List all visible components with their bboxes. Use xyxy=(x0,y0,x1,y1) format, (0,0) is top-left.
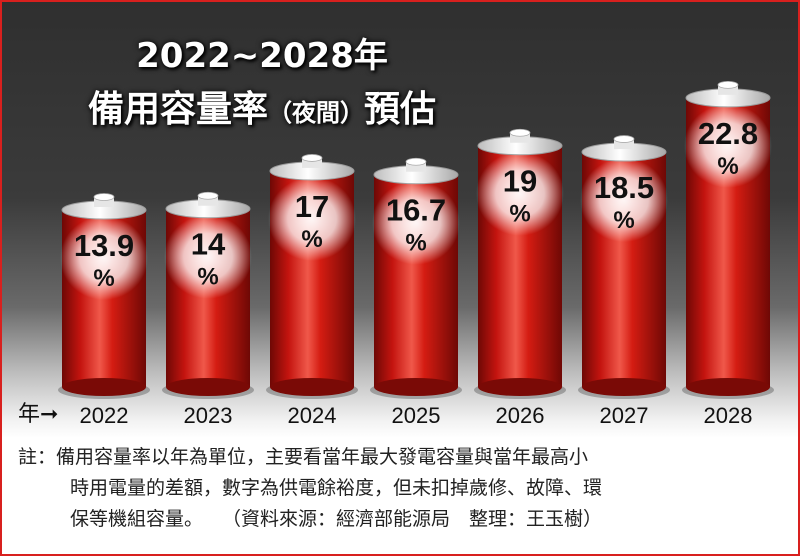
battery-terminal xyxy=(614,139,634,150)
title-tail: 預估 xyxy=(364,89,437,130)
battery-bar-2022: 13.9% 2022 xyxy=(58,193,150,428)
x-tick-label: 2022 xyxy=(80,403,129,428)
battery-terminal-top xyxy=(717,80,739,89)
battery-bar-2028: 22.8% 2028 xyxy=(682,80,774,428)
x-tick-label: 2026 xyxy=(496,403,545,428)
bar-value-label: 16.7 xyxy=(386,193,446,228)
battery-terminal-top xyxy=(197,191,219,200)
bar-unit-label: % xyxy=(405,230,426,257)
label-glow xyxy=(164,214,252,299)
bar-base xyxy=(166,378,250,396)
footnote-line-3: 保等機組容量。 （資料來源：經濟部能源局 整理：王玉樹） xyxy=(70,508,603,530)
label-glow xyxy=(580,158,668,243)
battery-terminal-top xyxy=(613,135,635,143)
battery-terminal xyxy=(510,132,530,143)
label-glow xyxy=(684,103,772,188)
battery-terminal xyxy=(198,195,218,206)
battery-terminal xyxy=(406,161,426,172)
battery-terminal-top xyxy=(405,157,427,166)
x-tick-label: 2025 xyxy=(392,403,441,428)
x-tick-label: 2024 xyxy=(288,403,337,428)
battery-terminal xyxy=(302,157,322,168)
bar-value-label: 19 xyxy=(503,164,537,199)
bar-unit-label: % xyxy=(509,201,530,228)
bar-unit-label: % xyxy=(197,264,218,291)
battery-bar-2027: 18.5% 2027 xyxy=(578,135,670,428)
title-parenthetical: （夜間） xyxy=(268,99,364,127)
label-glow xyxy=(476,151,564,236)
battery-terminal-top xyxy=(509,128,531,137)
bar-unit-label: % xyxy=(717,153,738,180)
bar-unit-label: % xyxy=(301,226,322,253)
bar-value-label: 14 xyxy=(191,227,226,262)
label-glow xyxy=(268,176,356,261)
x-axis-prefix: 年➞ xyxy=(18,402,59,427)
battery-bar-2023: 14% 2023 xyxy=(162,191,254,428)
footnote: 註：備用容量率以年為單位，主要看當年最大發電容量與當年最高小 時用電量的差額，數… xyxy=(18,442,788,535)
bar-value-label: 18.5 xyxy=(594,170,654,205)
bar-base xyxy=(270,378,354,396)
bar-unit-label: % xyxy=(613,207,634,234)
battery-terminal xyxy=(94,197,114,207)
bar-base xyxy=(686,378,770,396)
chart-title-line-1: 2022~2028年 xyxy=(136,36,388,76)
battery-terminal xyxy=(718,84,738,95)
battery-bar-chart: 13.9%202214%202317%202416.7%202519%20261… xyxy=(58,80,774,428)
battery-bar-2024: 17% 2024 xyxy=(266,154,358,428)
x-tick-label: 2028 xyxy=(704,403,753,428)
label-glow xyxy=(60,216,148,300)
x-tick-label: 2023 xyxy=(184,403,233,428)
battery-terminal-top xyxy=(93,193,115,201)
title-main: 備用容量率 xyxy=(87,89,268,130)
battery-terminal-top xyxy=(301,154,323,162)
bar-base xyxy=(582,378,666,396)
bar-unit-label: % xyxy=(93,265,114,292)
bar-base xyxy=(374,378,458,396)
bar-base xyxy=(478,378,562,396)
bar-value-label: 17 xyxy=(295,189,329,224)
label-glow xyxy=(372,180,460,265)
bar-value-label: 22.8 xyxy=(698,116,758,151)
battery-bar-2026: 19% 2026 xyxy=(474,128,566,428)
bar-value-label: 13.9 xyxy=(74,228,134,263)
footnote-line-2: 時用電量的差額，數字為供電餘裕度，但未扣掉歲修、故障、環 xyxy=(70,477,603,499)
x-tick-label: 2027 xyxy=(600,403,649,428)
footnote-line-1: 註：備用容量率以年為單位，主要看當年最大發電容量與當年最高小 xyxy=(18,446,589,468)
battery-bar-2025: 16.7% 2025 xyxy=(370,157,462,428)
chart-title-line-2: 備用容量率（夜間）預估 xyxy=(42,80,482,132)
bar-base xyxy=(62,378,146,396)
